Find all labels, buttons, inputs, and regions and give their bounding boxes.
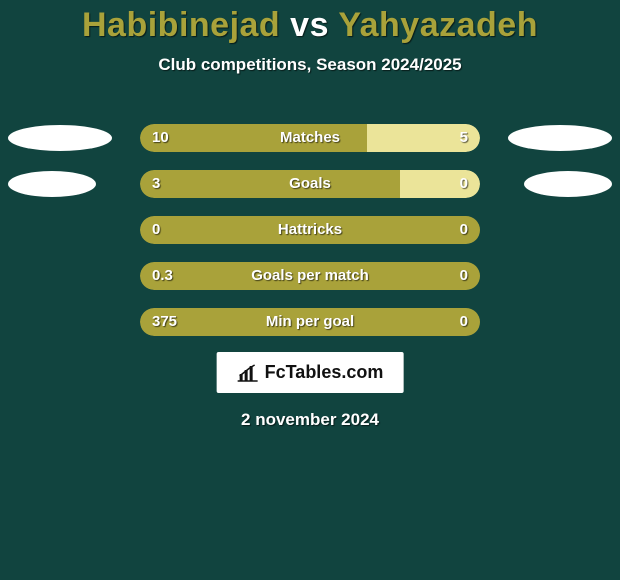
bar-segment-right bbox=[400, 170, 480, 198]
metric-bar: 0 0 Hattricks bbox=[140, 216, 480, 244]
subtitle: Club competitions, Season 2024/2025 bbox=[0, 55, 620, 75]
metric-label: Min per goal bbox=[266, 308, 354, 336]
player2-badge bbox=[508, 125, 612, 151]
bar-chart-icon bbox=[237, 364, 259, 382]
title-player1: Habibinejad bbox=[82, 6, 280, 44]
bar-segment-left bbox=[140, 170, 400, 198]
metric-row: 375 0 Min per goal bbox=[0, 308, 620, 336]
player1-badge bbox=[8, 171, 96, 197]
metric-label: Goals bbox=[289, 170, 331, 198]
metric-value-left: 10 bbox=[152, 124, 169, 152]
metric-bar: 0.3 0 Goals per match bbox=[140, 262, 480, 290]
metric-value-left: 0.3 bbox=[152, 262, 173, 290]
title-player2: Yahyazadeh bbox=[338, 6, 538, 44]
player1-badge bbox=[8, 125, 112, 151]
page-title: Habibinejad vs Yahyazadeh bbox=[0, 0, 620, 45]
metric-label: Hattricks bbox=[278, 216, 342, 244]
metric-rows: 10 5 Matches 3 0 Goals 0 0 Hattricks 0.3 0 Goals pe… bbox=[0, 124, 620, 354]
metric-value-left: 3 bbox=[152, 170, 160, 198]
metric-value-right: 0 bbox=[460, 170, 468, 198]
metric-label: Matches bbox=[280, 124, 340, 152]
date-label: 2 november 2024 bbox=[241, 410, 379, 430]
title-vs: vs bbox=[290, 6, 329, 44]
metric-value-right: 0 bbox=[460, 216, 468, 244]
comparison-widget: Habibinejad vs Yahyazadeh Club competiti… bbox=[0, 0, 620, 580]
metric-bar: 375 0 Min per goal bbox=[140, 308, 480, 336]
metric-value-right: 0 bbox=[460, 308, 468, 336]
metric-row: 3 0 Goals bbox=[0, 170, 620, 198]
metric-bar: 3 0 Goals bbox=[140, 170, 480, 198]
metric-value-left: 375 bbox=[152, 308, 177, 336]
metric-value-right: 5 bbox=[460, 124, 468, 152]
player2-badge bbox=[524, 171, 612, 197]
metric-row: 10 5 Matches bbox=[0, 124, 620, 152]
metric-label: Goals per match bbox=[251, 262, 369, 290]
metric-row: 0.3 0 Goals per match bbox=[0, 262, 620, 290]
brand-badge[interactable]: FcTables.com bbox=[217, 352, 404, 393]
metric-bar: 10 5 Matches bbox=[140, 124, 480, 152]
metric-value-left: 0 bbox=[152, 216, 160, 244]
brand-text: FcTables.com bbox=[265, 362, 384, 383]
metric-value-right: 0 bbox=[460, 262, 468, 290]
metric-row: 0 0 Hattricks bbox=[0, 216, 620, 244]
